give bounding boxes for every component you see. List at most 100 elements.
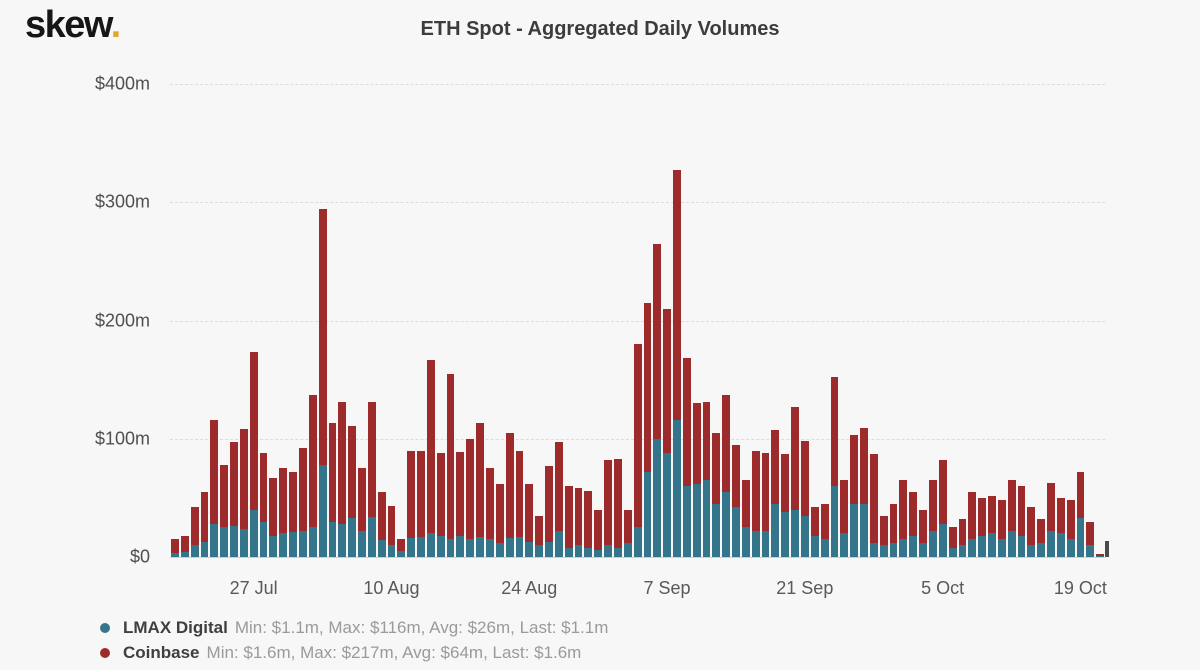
bar-stack[interactable] — [200, 84, 210, 557]
bar-stack[interactable] — [209, 84, 219, 557]
bar-stack[interactable] — [1066, 84, 1076, 557]
bar-stack[interactable] — [583, 84, 593, 557]
bar-stack[interactable] — [761, 84, 771, 557]
legend-stats-coinbase: Min: $1.6m, Max: $217m, Avg: $64m, Last:… — [206, 642, 582, 662]
bar-stack[interactable] — [1007, 84, 1017, 557]
bar-stack[interactable] — [1085, 84, 1095, 557]
bar-stack[interactable] — [731, 84, 741, 557]
bar-stack[interactable] — [948, 84, 958, 557]
bar-stack[interactable] — [367, 84, 377, 557]
bar-stack[interactable] — [780, 84, 790, 557]
bar-stack[interactable] — [259, 84, 269, 557]
bar-stack[interactable] — [357, 84, 367, 557]
bar-stack[interactable] — [328, 84, 338, 557]
bar-stack[interactable] — [967, 84, 977, 557]
bar-stack[interactable] — [219, 84, 229, 557]
bar-stack[interactable] — [495, 84, 505, 557]
bar-stack[interactable] — [613, 84, 623, 557]
bar-stack[interactable] — [249, 84, 259, 557]
bar-stack[interactable] — [564, 84, 574, 557]
bar-stack[interactable] — [377, 84, 387, 557]
bar-stack[interactable] — [751, 84, 761, 557]
bar-stack[interactable] — [180, 84, 190, 557]
bar-stack[interactable] — [1095, 84, 1105, 557]
bar-stack[interactable] — [524, 84, 534, 557]
bar-stack[interactable] — [643, 84, 653, 557]
bar-stack[interactable] — [869, 84, 879, 557]
bar-stack[interactable] — [958, 84, 968, 557]
bar-stack[interactable] — [1056, 84, 1066, 557]
bar-stack[interactable] — [830, 84, 840, 557]
bar-stack[interactable] — [790, 84, 800, 557]
bar-stack[interactable] — [692, 84, 702, 557]
bar-stack[interactable] — [268, 84, 278, 557]
bar-stack[interactable] — [938, 84, 948, 557]
bar-stack[interactable] — [475, 84, 485, 557]
bar-stack[interactable] — [229, 84, 239, 557]
bar-stack[interactable] — [318, 84, 328, 557]
bar-stack[interactable] — [997, 84, 1007, 557]
bar-stack[interactable] — [337, 84, 347, 557]
bar-stack[interactable] — [347, 84, 357, 557]
bar-stack[interactable] — [436, 84, 446, 557]
bar-stack[interactable] — [190, 84, 200, 557]
bar-segment-coinbase — [1037, 519, 1046, 543]
bar-stack[interactable] — [810, 84, 820, 557]
bar-stack[interactable] — [387, 84, 397, 557]
bar-stack[interactable] — [239, 84, 249, 557]
bar-stack[interactable] — [574, 84, 584, 557]
bar-stack[interactable] — [1076, 84, 1086, 557]
bar-stack[interactable] — [170, 84, 180, 557]
bar-stack[interactable] — [652, 84, 662, 557]
bar-stack[interactable] — [1026, 84, 1036, 557]
bar-stack[interactable] — [623, 84, 633, 557]
bar-stack[interactable] — [928, 84, 938, 557]
bar-stack[interactable] — [1046, 84, 1056, 557]
bar-stack[interactable] — [682, 84, 692, 557]
bar-stack[interactable] — [534, 84, 544, 557]
bar-stack[interactable] — [908, 84, 918, 557]
bar-stack[interactable] — [446, 84, 456, 557]
bar-stack[interactable] — [672, 84, 682, 557]
bar-stack[interactable] — [455, 84, 465, 557]
bar-stack[interactable] — [416, 84, 426, 557]
bar-stack[interactable] — [308, 84, 318, 557]
bar-stack[interactable] — [879, 84, 889, 557]
bar-stack[interactable] — [662, 84, 672, 557]
bar-stack[interactable] — [889, 84, 899, 557]
bar-stack[interactable] — [593, 84, 603, 557]
bar-stack[interactable] — [633, 84, 643, 557]
skew-logo[interactable]: skew. — [25, 4, 121, 47]
bar-stack[interactable] — [859, 84, 869, 557]
bar-stack[interactable] — [544, 84, 554, 557]
bar-stack[interactable] — [505, 84, 515, 557]
bar-stack[interactable] — [465, 84, 475, 557]
bar-stack[interactable] — [898, 84, 908, 557]
bar-stack[interactable] — [977, 84, 987, 557]
bar-stack[interactable] — [721, 84, 731, 557]
bar-stack[interactable] — [554, 84, 564, 557]
bar-stack[interactable] — [298, 84, 308, 557]
legend-item-lmax-digital[interactable]: LMAX Digital Min: $1.1m, Max: $116m, Avg… — [100, 615, 608, 640]
bar-stack[interactable] — [702, 84, 712, 557]
legend-item-coinbase[interactable]: Coinbase Min: $1.6m, Max: $217m, Avg: $6… — [100, 640, 608, 665]
bar-stack[interactable] — [741, 84, 751, 557]
bar-stack[interactable] — [839, 84, 849, 557]
bar-stack[interactable] — [278, 84, 288, 557]
bar-stack[interactable] — [770, 84, 780, 557]
bar-stack[interactable] — [288, 84, 298, 557]
bar-stack[interactable] — [849, 84, 859, 557]
bar-stack[interactable] — [426, 84, 436, 557]
bar-stack[interactable] — [485, 84, 495, 557]
bar-stack[interactable] — [406, 84, 416, 557]
bar-stack[interactable] — [515, 84, 525, 557]
bar-stack[interactable] — [711, 84, 721, 557]
bar-stack[interactable] — [800, 84, 810, 557]
bar-stack[interactable] — [1036, 84, 1046, 557]
bar-stack[interactable] — [1017, 84, 1027, 557]
bar-stack[interactable] — [820, 84, 830, 557]
bar-stack[interactable] — [603, 84, 613, 557]
bar-stack[interactable] — [396, 84, 406, 557]
bar-stack[interactable] — [918, 84, 928, 557]
bar-stack[interactable] — [987, 84, 997, 557]
